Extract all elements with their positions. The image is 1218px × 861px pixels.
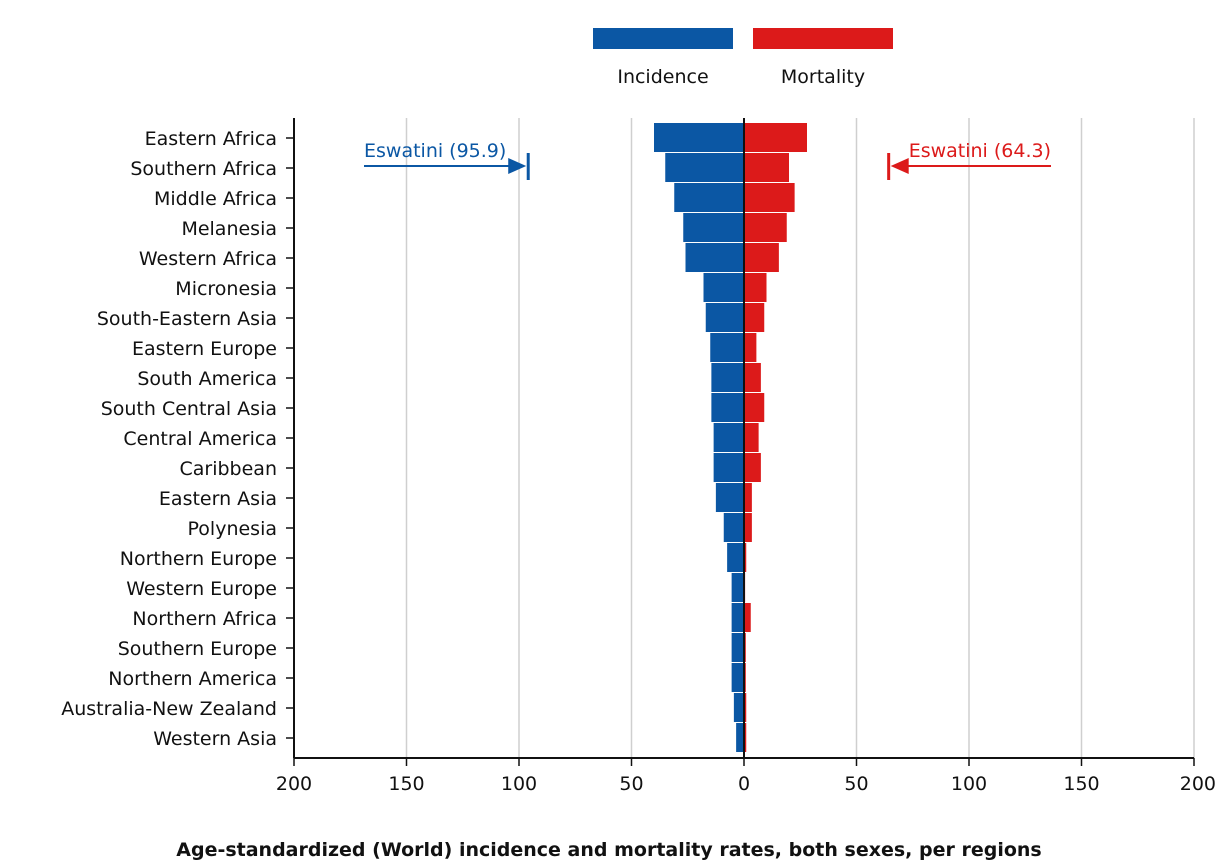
legend-swatch-incidence (593, 28, 733, 49)
bar-mortality (744, 303, 765, 332)
annotation-label-incidence: Eswatini (95.9) (364, 140, 506, 162)
bar-mortality (744, 723, 747, 752)
category-label: Eastern Europe (132, 338, 277, 360)
category-label: Northern Africa (132, 608, 277, 630)
bar-incidence (713, 453, 744, 482)
axes: Eastern Africa Southern Africa Middle Afri… (61, 118, 1216, 795)
category-label: Polynesia (188, 518, 277, 540)
category-label: Micronesia (175, 278, 277, 300)
x-tick-label: 50 (844, 773, 868, 795)
category-label: South Central Asia (101, 398, 277, 420)
category-label: Caribbean (180, 458, 278, 480)
bar-incidence (703, 273, 744, 302)
x-tick-label: 200 (1180, 773, 1216, 795)
legend: Incidence Mortality (593, 28, 893, 88)
category-label: Western Europe (126, 578, 277, 600)
bar-mortality (744, 393, 765, 422)
bar-incidence (665, 153, 744, 182)
bar-incidence (731, 633, 744, 662)
x-tick-label: 150 (388, 773, 424, 795)
category-label: Northern Europe (120, 548, 277, 570)
gridlines (405, 118, 1195, 758)
x-tick-label: 200 (276, 773, 312, 795)
bar-incidence (705, 303, 744, 332)
bar-mortality (744, 453, 761, 482)
bar-incidence (683, 213, 744, 242)
bar-mortality (744, 333, 757, 362)
bar-mortality (744, 243, 779, 272)
x-tick-label: 100 (951, 773, 987, 795)
chart-title: Age-standardized (World) incidence and m… (176, 839, 1041, 861)
category-label: Eastern Africa (145, 128, 277, 150)
legend-label-mortality: Mortality (781, 66, 865, 88)
bar-mortality (744, 513, 752, 542)
bar-mortality (744, 273, 767, 302)
category-label: Melanesia (181, 218, 277, 240)
bar-mortality (744, 483, 752, 512)
bar-mortality (744, 603, 751, 632)
bar-incidence (731, 603, 744, 632)
bars (654, 123, 807, 752)
bar-incidence (733, 693, 744, 722)
category-label: Western Asia (153, 728, 277, 750)
bar-incidence (715, 483, 744, 512)
bar-incidence (727, 543, 744, 572)
x-tick-label: 100 (501, 773, 537, 795)
bar-incidence (731, 573, 744, 602)
category-label: Middle Africa (154, 188, 277, 210)
bar-incidence (713, 423, 744, 452)
legend-label-incidence: Incidence (617, 66, 708, 88)
category-label: Central America (123, 428, 277, 450)
bar-incidence (731, 663, 744, 692)
bar-incidence (710, 333, 744, 362)
category-label: South-Eastern Asia (97, 308, 277, 330)
bar-incidence (711, 363, 744, 392)
category-label: Australia-New Zealand (61, 698, 277, 720)
bar-incidence (674, 183, 744, 212)
category-label: Eastern Asia (159, 488, 277, 510)
bar-incidence (654, 123, 744, 152)
annotation-arrowhead-incidence (508, 158, 527, 174)
x-tick-label: 0 (738, 773, 750, 795)
bar-incidence (685, 243, 744, 272)
bar-incidence (736, 723, 744, 752)
bar-incidence (711, 393, 744, 422)
bar-incidence (723, 513, 744, 542)
annotations: Eswatini (95.9) Eswatini (64.3) (364, 140, 1051, 180)
x-tick-label: 150 (1063, 773, 1099, 795)
bar-mortality (744, 543, 747, 572)
annotation-arrowhead-mortality (890, 158, 909, 174)
bar-mortality (744, 693, 747, 722)
category-label: South America (137, 368, 277, 390)
category-label: Southern Europe (118, 638, 277, 660)
bar-mortality (744, 123, 807, 152)
category-label: Western Africa (139, 248, 277, 270)
bar-mortality (744, 183, 795, 212)
bar-mortality (744, 423, 759, 452)
annotation-label-mortality: Eswatini (64.3) (909, 140, 1051, 162)
bar-mortality (744, 363, 761, 392)
legend-swatch-mortality (753, 28, 893, 49)
bar-mortality (744, 213, 787, 242)
bar-mortality (744, 153, 789, 182)
category-label: Northern America (108, 668, 277, 690)
category-label: Southern Africa (130, 158, 277, 180)
x-tick-label: 50 (619, 773, 643, 795)
